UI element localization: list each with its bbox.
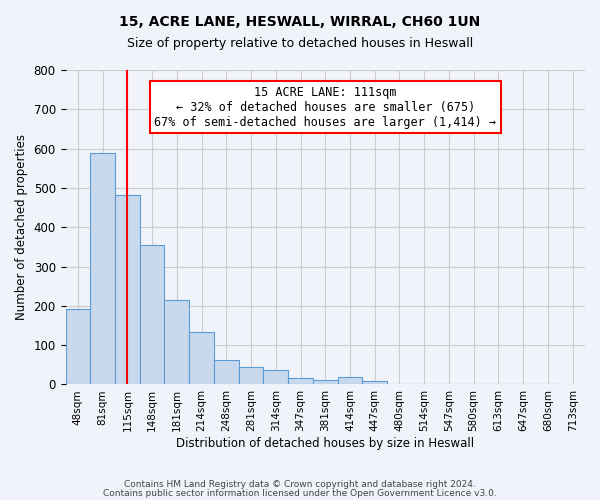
- Text: Contains public sector information licensed under the Open Government Licence v3: Contains public sector information licen…: [103, 488, 497, 498]
- Text: 15 ACRE LANE: 111sqm
← 32% of detached houses are smaller (675)
67% of semi-deta: 15 ACRE LANE: 111sqm ← 32% of detached h…: [154, 86, 496, 128]
- Bar: [164, 300, 189, 384]
- Bar: [65, 308, 90, 384]
- Bar: [189, 332, 214, 384]
- X-axis label: Distribution of detached houses by size in Heswall: Distribution of detached houses by size …: [176, 437, 475, 450]
- Bar: [90, 152, 115, 384]
- Bar: [288, 378, 313, 384]
- Y-axis label: Number of detached properties: Number of detached properties: [15, 134, 28, 320]
- Bar: [115, 196, 140, 384]
- Bar: [263, 370, 288, 384]
- Text: Size of property relative to detached houses in Heswall: Size of property relative to detached ho…: [127, 38, 473, 51]
- Bar: [362, 382, 387, 384]
- Text: Contains HM Land Registry data © Crown copyright and database right 2024.: Contains HM Land Registry data © Crown c…: [124, 480, 476, 489]
- Text: 15, ACRE LANE, HESWALL, WIRRAL, CH60 1UN: 15, ACRE LANE, HESWALL, WIRRAL, CH60 1UN: [119, 15, 481, 29]
- Bar: [313, 380, 338, 384]
- Bar: [239, 367, 263, 384]
- Bar: [140, 245, 164, 384]
- Bar: [214, 360, 239, 384]
- Bar: [338, 378, 362, 384]
